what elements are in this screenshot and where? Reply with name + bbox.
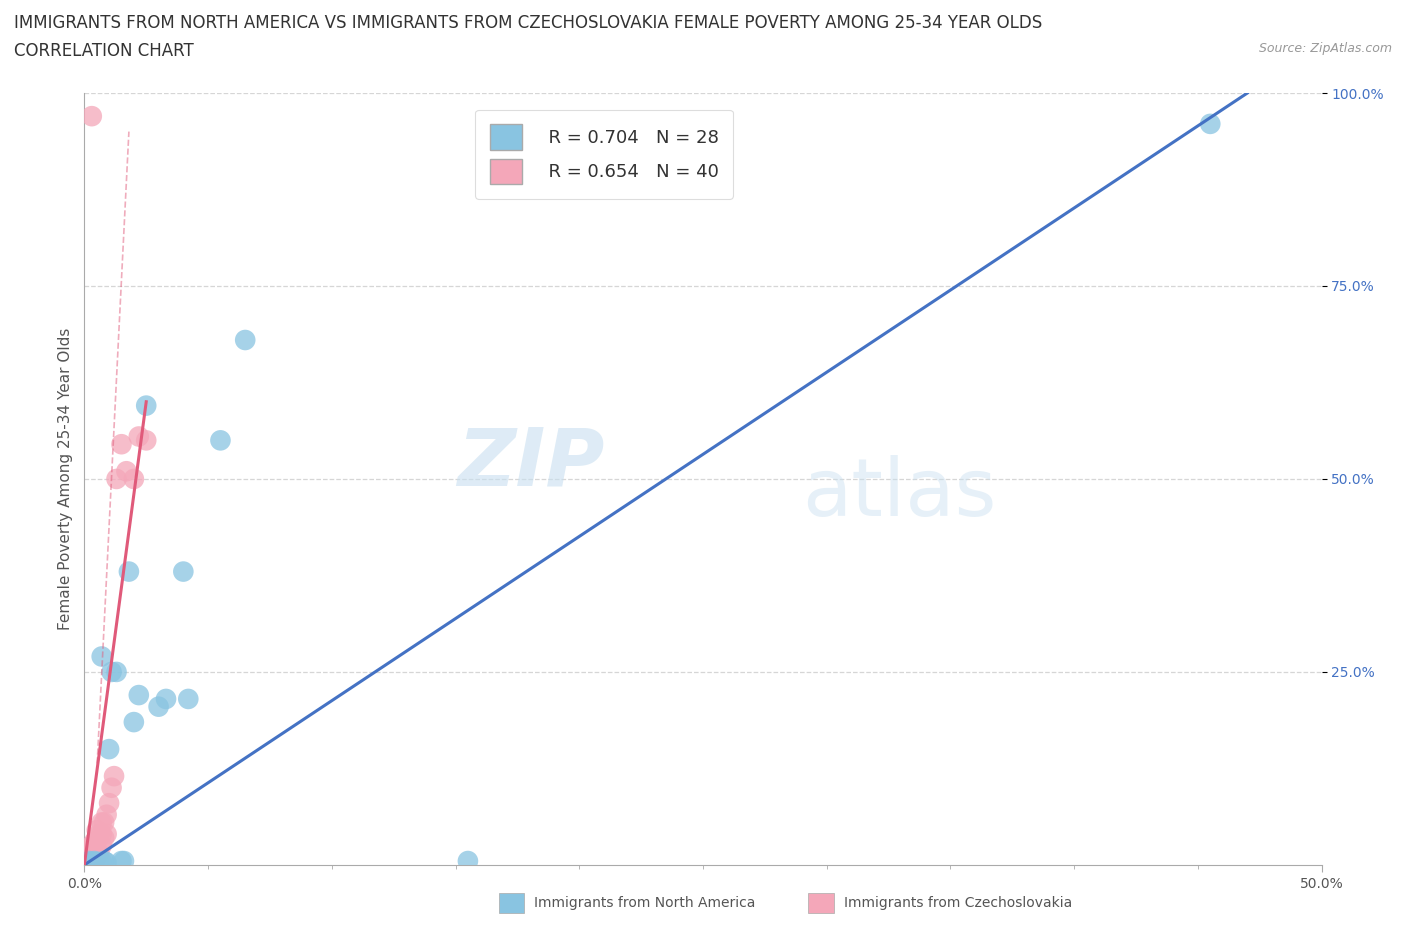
Point: [90, 855, 112, 870]
Point: [128, 429, 150, 444]
Text: Source: ZipAtlas.com: Source: ZipAtlas.com: [1258, 42, 1392, 55]
Legend:   R = 0.704   N = 28,   R = 0.654   N = 40: R = 0.704 N = 28, R = 0.654 N = 40: [475, 110, 733, 199]
Point: [100, 665, 122, 680]
Point: [112, 854, 135, 869]
Point: [98, 742, 121, 757]
Point: [79, 854, 101, 869]
Point: [79, 856, 101, 870]
Point: [76, 850, 98, 865]
Point: [86, 823, 108, 838]
Point: [110, 854, 132, 869]
Point: [110, 437, 132, 452]
Point: [96, 807, 118, 822]
Point: [105, 665, 128, 680]
Point: [79, 853, 101, 868]
Point: [79, 848, 101, 863]
Point: [83, 846, 105, 861]
Text: CORRELATION CHART: CORRELATION CHART: [14, 42, 194, 60]
Point: [122, 714, 145, 729]
Point: [80, 846, 103, 861]
Point: [80, 109, 103, 124]
Point: [93, 854, 115, 869]
Point: [135, 398, 157, 413]
Point: [76, 854, 98, 869]
Point: [105, 472, 128, 486]
Point: [90, 649, 112, 664]
Point: [79, 846, 101, 861]
Point: [1199, 116, 1222, 131]
Point: [96, 827, 118, 842]
Point: [177, 692, 200, 707]
Point: [148, 699, 170, 714]
Point: [155, 692, 177, 707]
Point: [80, 855, 103, 870]
Y-axis label: Female Poverty Among 25-34 Year Olds: Female Poverty Among 25-34 Year Olds: [58, 327, 73, 631]
Point: [98, 796, 121, 811]
Point: [90, 815, 112, 830]
Point: [93, 815, 115, 830]
Point: [90, 827, 112, 842]
Point: [86, 856, 108, 870]
Text: Immigrants from North America: Immigrants from North America: [534, 896, 755, 910]
Point: [93, 830, 115, 845]
Point: [115, 464, 138, 479]
Point: [96, 856, 118, 870]
Point: [100, 780, 122, 795]
Point: [76, 852, 98, 867]
Point: [83, 854, 105, 869]
Point: [128, 687, 150, 702]
Point: [233, 333, 256, 348]
Point: [80, 838, 103, 853]
Point: [80, 856, 103, 870]
Point: [172, 565, 194, 579]
Point: [86, 850, 108, 865]
Text: Immigrants from Czechoslovakia: Immigrants from Czechoslovakia: [844, 896, 1071, 910]
Point: [90, 838, 112, 853]
Point: [89, 856, 111, 870]
Point: [209, 433, 232, 448]
Point: [86, 842, 108, 857]
Point: [103, 769, 125, 784]
Point: [83, 854, 105, 869]
Point: [76, 856, 98, 870]
Point: [80, 856, 103, 870]
Point: [457, 854, 479, 869]
Point: [79, 851, 101, 866]
Point: [89, 846, 111, 861]
Text: IMMIGRANTS FROM NORTH AMERICA VS IMMIGRANTS FROM CZECHOSLOVAKIA FEMALE POVERTY A: IMMIGRANTS FROM NORTH AMERICA VS IMMIGRA…: [14, 14, 1042, 32]
Point: [80, 850, 103, 865]
Point: [80, 842, 103, 857]
Point: [86, 855, 108, 870]
Point: [118, 565, 141, 579]
Point: [122, 472, 145, 486]
Point: [135, 433, 157, 448]
Text: ZIP: ZIP: [457, 424, 605, 502]
Point: [83, 834, 105, 849]
Point: [86, 834, 108, 849]
Point: [89, 827, 111, 842]
Text: atlas: atlas: [801, 456, 997, 534]
